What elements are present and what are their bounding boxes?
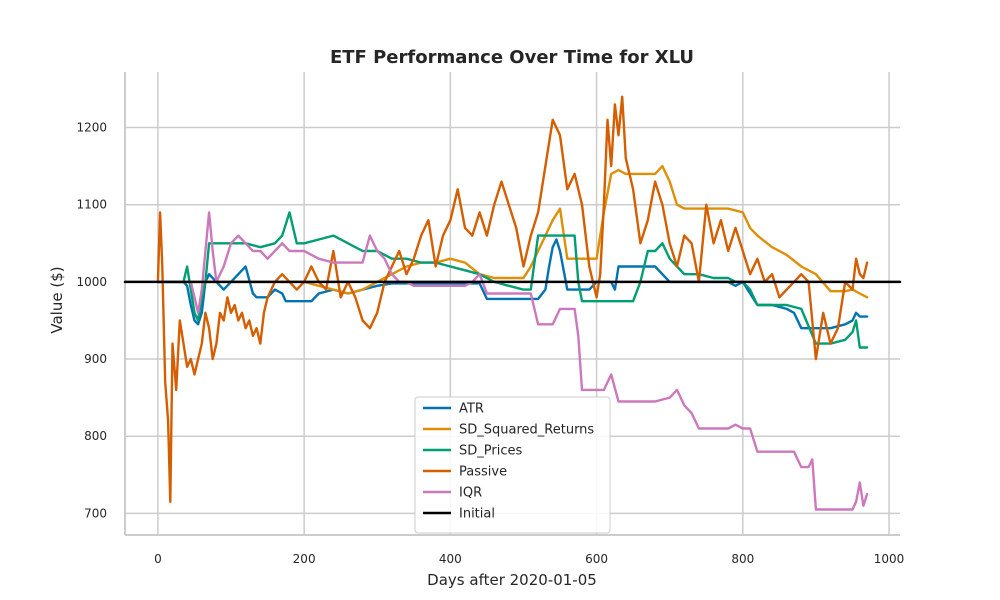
legend-label: Initial: [459, 507, 495, 522]
x-tick-label: 400: [439, 552, 462, 566]
legend: ATR SD_Squared_Returns SD_Prices Passive IQR…: [414, 396, 611, 534]
legend-label: IQR: [459, 486, 482, 501]
y-tick-label: 800: [84, 429, 107, 443]
x-tick-label: 0: [154, 552, 162, 566]
legend-item: SD_Squared_Returns: [423, 423, 594, 438]
y-tick-label: 700: [84, 506, 107, 520]
axes-spines: [124, 72, 900, 536]
series-line-atr: [156, 238, 869, 330]
series-line-iqr: [156, 211, 869, 511]
legend-item: IQR: [423, 486, 482, 501]
tick-labels: 0 200 400 600 800 1000 700 800 900 1000 1100 1200: [76, 121, 904, 566]
series-group: [123, 95, 902, 511]
legend-item: SD_Prices: [423, 444, 522, 459]
series-line-sd-prices: [156, 211, 869, 349]
series-line-passive: [156, 95, 869, 503]
legend-label: ATR: [459, 402, 484, 417]
x-tick-label: 1000: [874, 552, 905, 566]
legend-label: SD_Squared_Returns: [459, 423, 594, 438]
y-tick-label: 900: [84, 352, 107, 366]
series-line-sd-squared-returns: [156, 164, 869, 299]
legend-label: SD_Prices: [459, 444, 522, 459]
y-axis-label: Value ($): [48, 266, 66, 333]
y-tick-label: 1200: [76, 121, 107, 135]
legend-item: ATR: [423, 402, 484, 417]
y-tick-label: 1100: [76, 198, 107, 212]
x-tick-label: 800: [731, 552, 754, 566]
x-tick-label: 200: [293, 552, 316, 566]
chart-title: ETF Performance Over Time for XLU: [330, 47, 694, 68]
legend-frame: [414, 396, 611, 534]
x-tick-label: 600: [585, 552, 608, 566]
y-tick-label: 1000: [76, 275, 107, 289]
legend-item: Initial: [423, 507, 495, 522]
x-axis-label: Days after 2020-01-05: [427, 571, 597, 589]
legend-item: Passive: [423, 465, 507, 480]
legend-label: Passive: [459, 465, 507, 480]
